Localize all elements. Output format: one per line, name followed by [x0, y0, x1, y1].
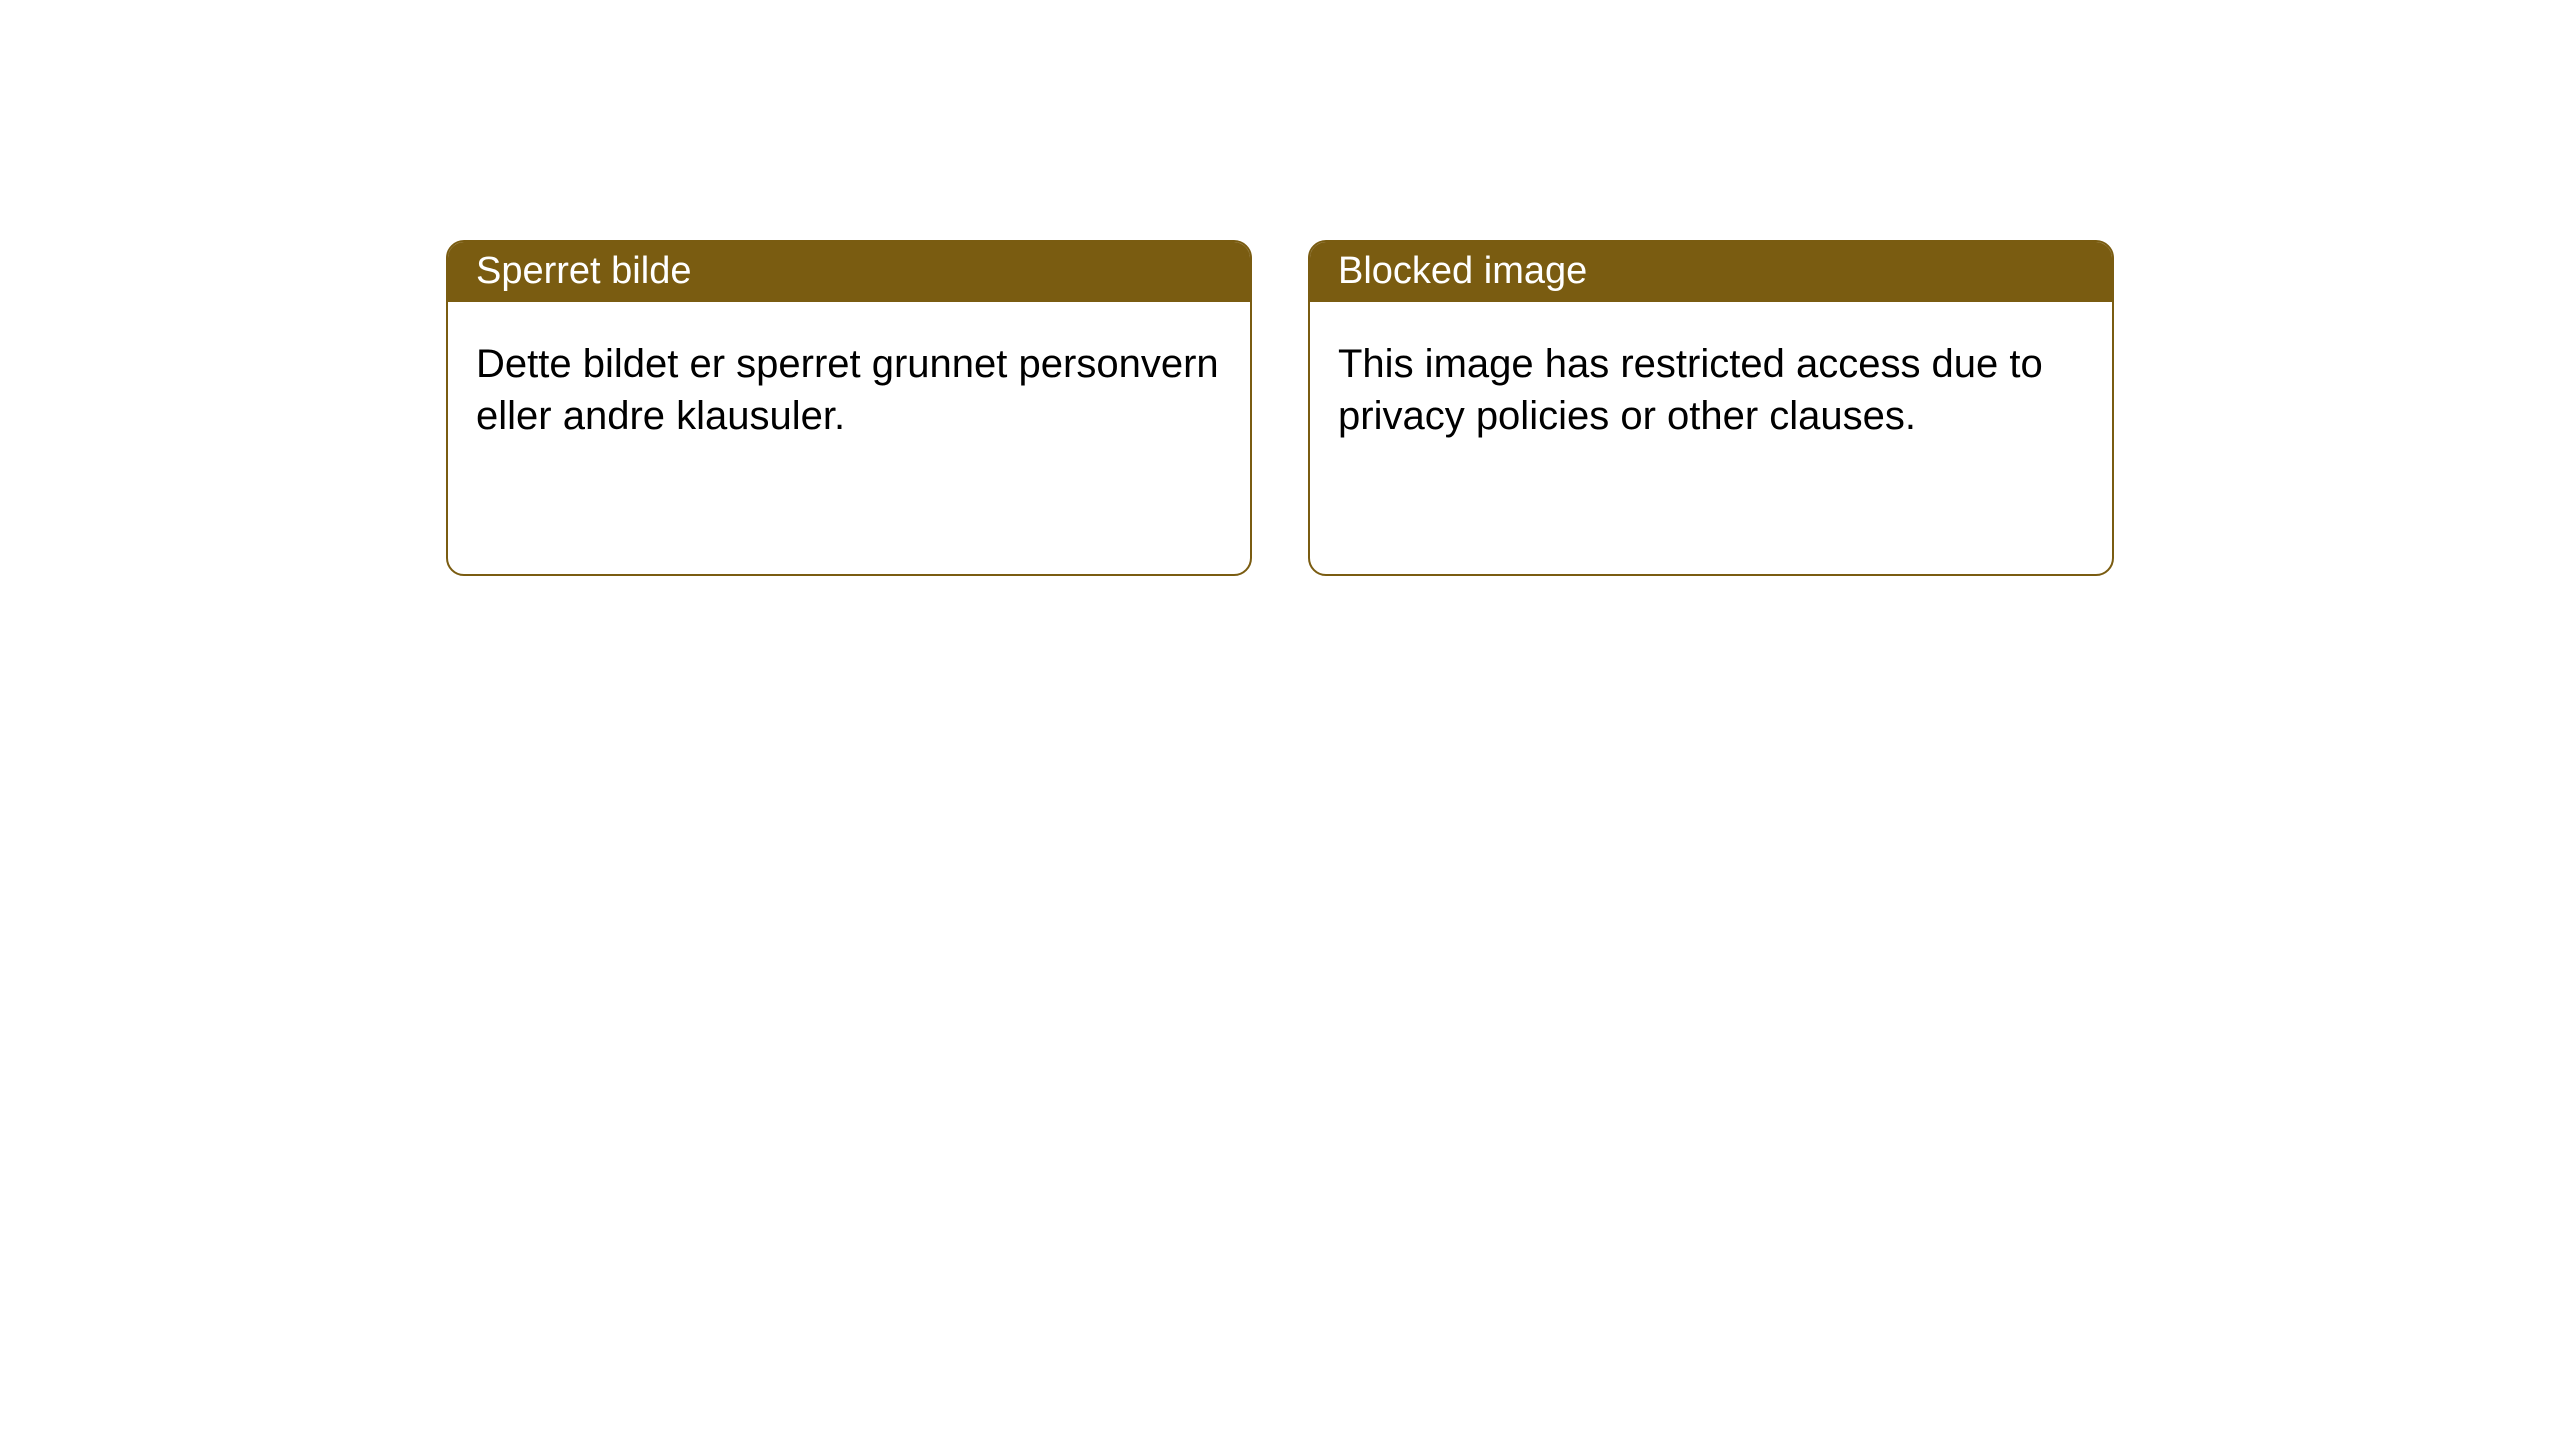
notice-card-english: Blocked image This image has restricted … — [1308, 240, 2114, 576]
card-header-text: Sperret bilde — [476, 251, 691, 293]
card-header: Blocked image — [1310, 242, 2112, 302]
card-header: Sperret bilde — [448, 242, 1250, 302]
card-body-text: This image has restricted access due to … — [1338, 342, 2043, 438]
card-body: This image has restricted access due to … — [1310, 302, 2112, 478]
card-body: Dette bildet er sperret grunnet personve… — [448, 302, 1250, 478]
card-body-text: Dette bildet er sperret grunnet personve… — [476, 342, 1219, 438]
notice-card-norwegian: Sperret bilde Dette bildet er sperret gr… — [446, 240, 1252, 576]
card-header-text: Blocked image — [1338, 251, 1587, 293]
notice-container: Sperret bilde Dette bildet er sperret gr… — [0, 0, 2560, 576]
